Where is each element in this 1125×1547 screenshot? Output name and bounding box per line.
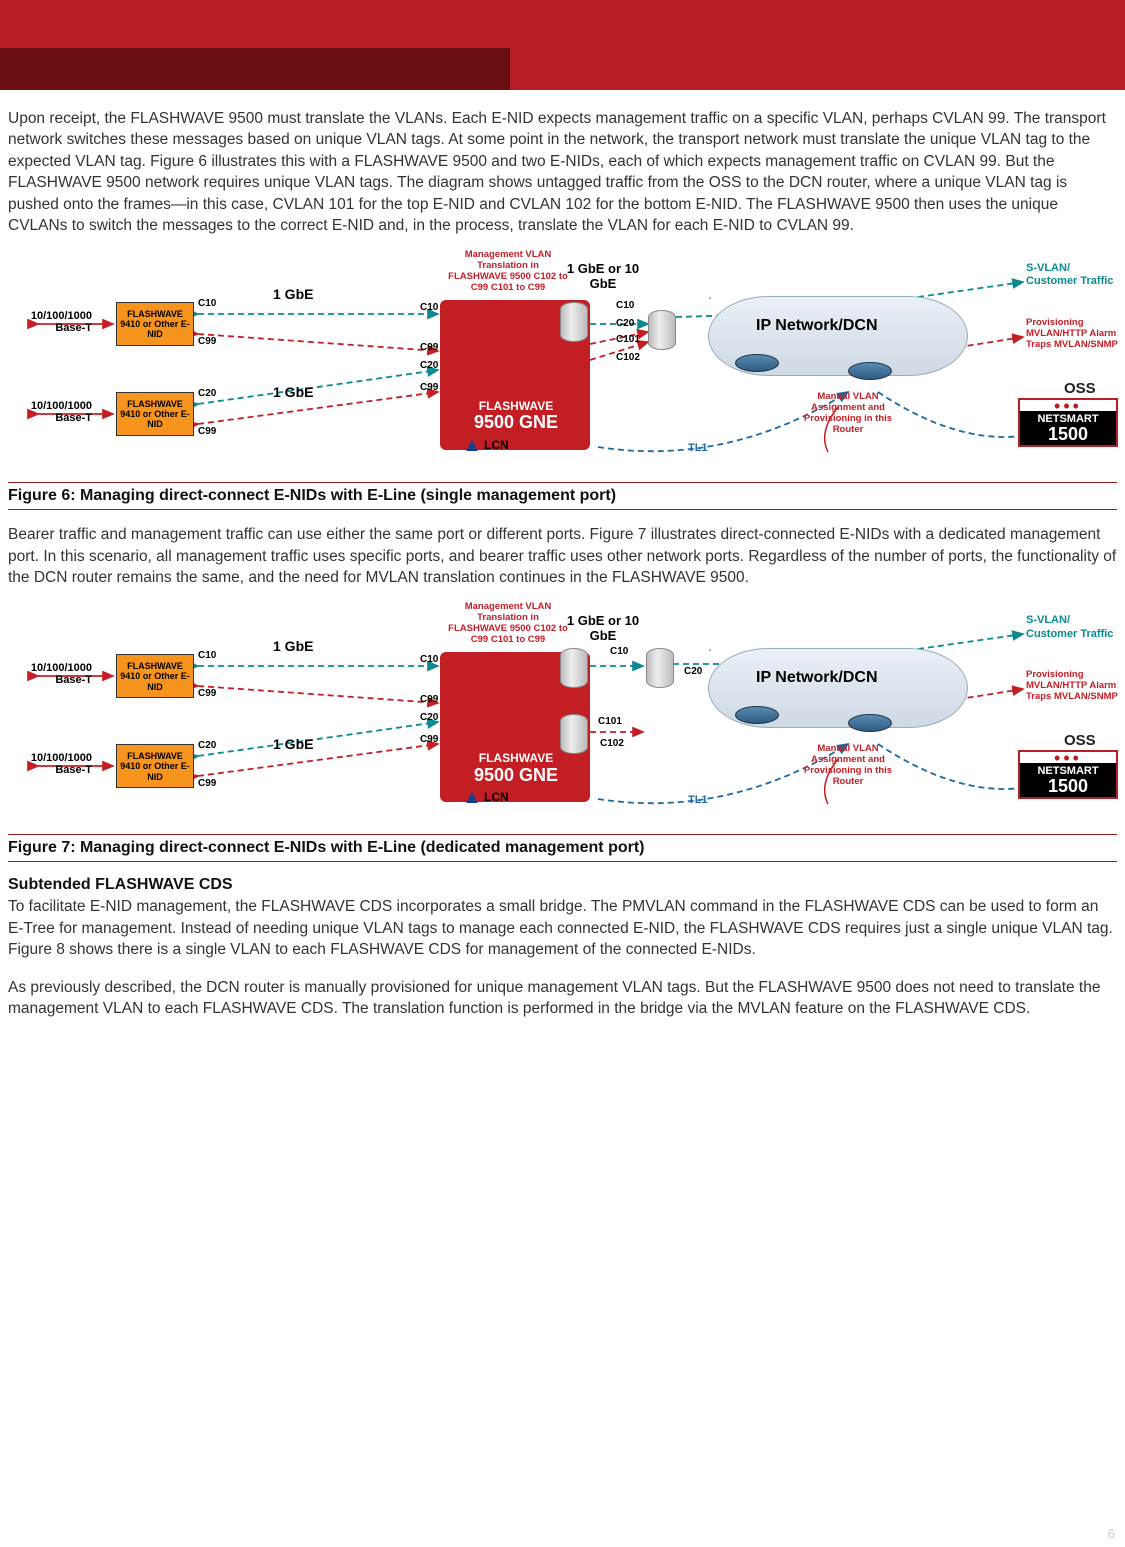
c99-2cb: C99 [420, 734, 438, 745]
enid-box-top-b: FLASHWAVE 9410 or Other E-NID [116, 654, 194, 698]
cylinder-1 [560, 302, 588, 342]
oss-label-b: OSS [1064, 732, 1096, 749]
gbe-label-1b: 1 GbE [273, 638, 313, 654]
netsmart-num-b: 1500 [1048, 776, 1088, 796]
svlan-label-b: S-VLAN/ Customer Traffic [1026, 614, 1116, 640]
netsmart-box-b: ••• NETSMART1500 [1018, 750, 1118, 799]
gne-bottom: 9500 GNE [474, 412, 558, 432]
netsmart-dots: ••• [1020, 402, 1116, 411]
tl1-1: TL1 [688, 442, 708, 454]
c10-1ab: C10 [198, 650, 216, 661]
lcn-label: LCN [484, 438, 509, 452]
paragraph-3: To facilitate E-NID management, the FLAS… [8, 896, 1117, 960]
c20-3b: C20 [684, 666, 702, 677]
gne-label: FLASHWAVE9500 GNE [446, 400, 586, 433]
oss-label: OSS [1064, 380, 1096, 397]
c20-1b: C20 [198, 388, 216, 399]
cloud-label-b: IP Network/DCN [756, 669, 878, 687]
netsmart-box: ••• NETSMART1500 [1018, 398, 1118, 447]
c99-2: C99 [420, 342, 438, 353]
mgmt-vlan-label: Management VLAN Translation in FLASHWAVE… [448, 250, 568, 294]
c99-1b: C99 [198, 426, 216, 437]
c20-2: C20 [420, 360, 438, 371]
c20-2b: C20 [420, 712, 438, 723]
c20-3: C20 [616, 318, 634, 329]
cylinder-1b [560, 648, 588, 688]
gne-bottom-b: 9500 GNE [474, 765, 558, 785]
header-dark-band [0, 48, 510, 90]
svlan-label: S-VLAN/ Customer Traffic [1026, 262, 1116, 288]
base-t-label-1b: 10/100/1000 Base-T [12, 662, 92, 686]
tl1-1b: TL1 [688, 794, 708, 806]
gne-top-b: FLASHWAVE [479, 751, 553, 765]
c20-1bb: C20 [198, 740, 216, 751]
lcn-icon-b [466, 792, 478, 803]
paragraph-1: Upon receipt, the FLASHWAVE 9500 must tr… [8, 108, 1117, 236]
c10-2b: C10 [420, 654, 438, 665]
c99-2b: C99 [420, 382, 438, 393]
netsmart-num: 1500 [1048, 424, 1088, 444]
enid-box-bottom: FLASHWAVE 9410 or Other E-NID [116, 392, 194, 436]
c102-3: C102 [616, 352, 640, 363]
gbe-label-2: 1 GbE [273, 384, 313, 400]
base-t-label-2b: 10/100/1000 Base-T [12, 752, 92, 776]
c99-1ab: C99 [198, 688, 216, 699]
c10-3b: C10 [610, 646, 628, 657]
gbe-or-label-b: 1 GbE or 10 GbE [563, 614, 643, 643]
paragraph-4: As previously described, the DCN router … [8, 977, 1117, 1020]
figure-6-diagram: 10/100/1000 Base-T 10/100/1000 Base-T FL… [8, 252, 1117, 472]
lcn-label-b: LCN [484, 790, 509, 804]
gne-top: FLASHWAVE [479, 399, 553, 413]
provisioning-label: Provisioning MVLAN/HTTP Alarm Traps MVLA… [1026, 318, 1125, 351]
c10-2: C10 [420, 302, 438, 313]
gbe-label-2b: 1 GbE [273, 736, 313, 752]
gne-label-b: FLASHWAVE9500 GNE [446, 752, 586, 785]
paragraph-2: Bearer traffic and management traffic ca… [8, 524, 1117, 588]
c102-3b: C102 [600, 738, 624, 749]
c99-1a: C99 [198, 336, 216, 347]
c101-3b: C101 [598, 716, 622, 727]
page-content: Upon receipt, the FLASHWAVE 9500 must tr… [0, 90, 1125, 1019]
mgmt-vlan-label-b: Management VLAN Translation in FLASHWAVE… [448, 602, 568, 646]
lcn-icon [466, 440, 478, 451]
gbe-label-1: 1 GbE [273, 286, 313, 302]
header-banner [0, 0, 1125, 90]
cylinder-2 [648, 310, 676, 350]
figure-7-caption: Figure 7: Managing direct-connect E-NIDs… [8, 834, 1117, 862]
cloud-label: IP Network/DCN [756, 317, 878, 335]
gbe-or-label: 1 GbE or 10 GbE [563, 262, 643, 291]
base-t-label-1: 10/100/1000 Base-T [12, 310, 92, 334]
figure-6-caption: Figure 6: Managing direct-connect E-NIDs… [8, 482, 1117, 510]
netsmart-dots-b: ••• [1020, 754, 1116, 763]
manual-vlan-label-b: Manual VLAN Assignment and Provisioning … [798, 744, 898, 788]
c99-1bb: C99 [198, 778, 216, 789]
cylinder-3b [646, 648, 674, 688]
provisioning-label-b: Provisioning MVLAN/HTTP Alarm Traps MVLA… [1026, 670, 1125, 703]
manual-vlan-label: Manual VLAN Assignment and Provisioning … [798, 392, 898, 436]
enid-box-bottom-b: FLASHWAVE 9410 or Other E-NID [116, 744, 194, 788]
base-t-label-2: 10/100/1000 Base-T [12, 400, 92, 424]
c10-3: C10 [616, 300, 634, 311]
subtended-title: Subtended FLASHWAVE CDS [8, 876, 1117, 894]
figure-7-diagram: 10/100/1000 Base-T 10/100/1000 Base-T FL… [8, 604, 1117, 824]
c99-2bb: C99 [420, 694, 438, 705]
c101-3: C101 [616, 334, 640, 345]
cylinder-2b [560, 714, 588, 754]
page-number: 6 [1108, 1526, 1115, 1541]
c10-1a: C10 [198, 298, 216, 309]
enid-box-top: FLASHWAVE 9410 or Other E-NID [116, 302, 194, 346]
